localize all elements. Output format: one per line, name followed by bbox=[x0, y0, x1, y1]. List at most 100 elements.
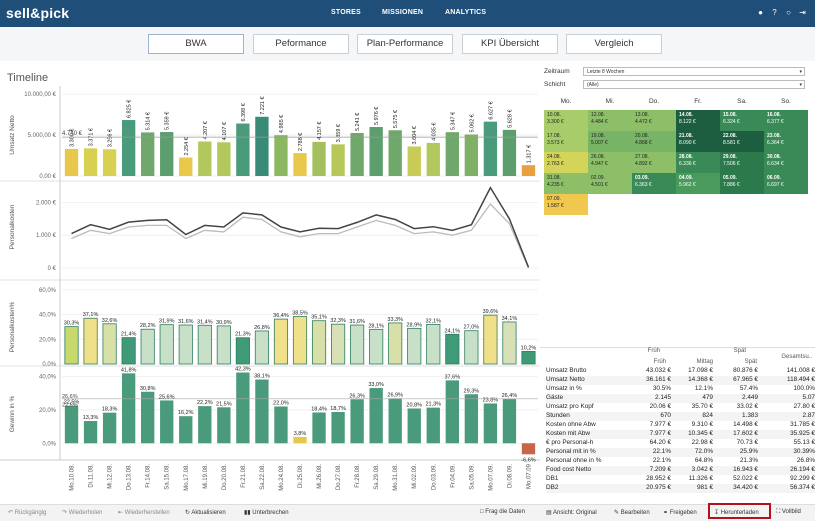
bar-data-label: 2.254 € bbox=[184, 137, 190, 155]
bar-data-label: 18,4% bbox=[311, 406, 327, 412]
x-tick-label: Mi.26.08. bbox=[317, 464, 323, 489]
calendar-cell[interactable]: 03.09. 6.363 € bbox=[632, 173, 676, 194]
pause-button[interactable]: ▮▮ Unterbrechen bbox=[244, 510, 289, 516]
pin-icon[interactable]: ● bbox=[758, 8, 763, 17]
bar-data-label: 20,8% bbox=[406, 402, 422, 408]
bar-mark bbox=[217, 407, 231, 444]
bar-mark bbox=[121, 337, 136, 365]
bar-data-label: 30,8% bbox=[140, 386, 156, 392]
view-label: Ansicht: Original bbox=[553, 510, 597, 516]
calendar-cell[interactable]: 31.08. 4.235 € bbox=[544, 173, 588, 194]
help-icon[interactable]: ? bbox=[772, 8, 777, 17]
calendar-cell[interactable]: 27.08. 4.892 € bbox=[632, 152, 676, 173]
share-button[interactable]: ⚭ Freigeben bbox=[663, 510, 697, 516]
tab-performance[interactable]: Peformance bbox=[253, 34, 349, 54]
kpi-table-row: Umsatz in % 30.5% 12.1% 57.4% 100.0% bbox=[546, 385, 815, 394]
bar-data-label: 18,3% bbox=[102, 407, 118, 413]
calendar-cell-value: 4.235 € bbox=[547, 182, 564, 188]
calendar-cell[interactable]: 05.09. 7.886 € bbox=[720, 173, 764, 194]
kpi-cell-total: 92.299 € bbox=[790, 475, 815, 482]
revert-button[interactable]: ⇤ Wiederherstellen bbox=[118, 510, 170, 516]
refresh-button[interactable]: ↻ Aktualisieren bbox=[185, 510, 226, 516]
y-axis-label: Umsatz Netto bbox=[9, 115, 16, 155]
bar-mark bbox=[178, 324, 193, 365]
x-tick-label: Di.25.08. bbox=[298, 464, 304, 488]
nav-analytics[interactable]: ANALYTICS bbox=[445, 9, 487, 16]
calendar-cell-date: 31.08. bbox=[547, 175, 561, 181]
bar-data-label: 26,9% bbox=[387, 392, 403, 398]
calendar-cell[interactable]: 15.08. 6.324 € bbox=[720, 110, 764, 131]
kpi-cell-spaet: 34.420 € bbox=[733, 484, 758, 491]
bar-mark bbox=[274, 135, 288, 176]
calendar-cell[interactable]: 22.08. 8.581 € bbox=[720, 131, 764, 152]
x-tick-label: Do.03.09. bbox=[431, 464, 437, 490]
calendar-cell[interactable]: 23.08. 6.364 € bbox=[764, 131, 808, 152]
calendar-cell[interactable]: 21.08. 8.090 € bbox=[676, 131, 720, 152]
kpi-cell-mittag: 9.310 € bbox=[691, 421, 713, 428]
tab-bwa[interactable]: BWA bbox=[148, 34, 244, 54]
calendar-cell[interactable]: 20.08. 4.868 € bbox=[632, 131, 676, 152]
calendar-weekday-header: Do. bbox=[648, 98, 660, 105]
calendar-cell[interactable]: 16.08. 6.377 € bbox=[764, 110, 808, 131]
calendar-cell[interactable]: 14.08. 8.122 € bbox=[676, 110, 720, 131]
undo-button[interactable]: ↶ Rückgängig bbox=[8, 510, 47, 516]
kpi-table-row: Personal mit in % 22.1% 72.0% 25.9% 30.39% bbox=[546, 448, 815, 457]
calendar-cell-value: 2.763 € bbox=[547, 161, 564, 167]
app-logo[interactable]: sell&pick bbox=[6, 5, 70, 21]
bar-mark bbox=[292, 316, 308, 365]
y-tick-label: 1.000 € bbox=[36, 233, 57, 239]
calendar-cell[interactable]: 24.08. 2.763 € bbox=[544, 152, 588, 173]
line-series-plan bbox=[71, 202, 530, 269]
schicht-select[interactable]: (Alle) ▾ bbox=[583, 80, 805, 89]
bar-data-label: 33,0% bbox=[368, 382, 384, 388]
bar-mark bbox=[483, 121, 498, 176]
bar-mark bbox=[216, 325, 231, 365]
edit-label: Bearbeiten bbox=[620, 510, 650, 516]
bar-data-label: 3.859 € bbox=[336, 124, 342, 142]
calendar-cell[interactable]: 19.08. 5.007 € bbox=[588, 131, 632, 152]
download-button[interactable]: ↧ Herunterladen bbox=[714, 510, 759, 516]
ask-data-button[interactable]: □ Frag die Daten bbox=[480, 509, 525, 515]
bar-data-label: 4.035 € bbox=[431, 123, 437, 141]
logout-icon[interactable]: ⇥ bbox=[799, 8, 806, 17]
user-icon[interactable]: ○ bbox=[786, 8, 791, 17]
calendar-cell[interactable]: 10.08. 3.300 € bbox=[544, 110, 588, 131]
calendar-cell[interactable]: 02.09. 4.501 € bbox=[588, 173, 632, 194]
redo-label: Wiederholen bbox=[68, 510, 103, 516]
calendar-cell[interactable]: 13.08. 4.472 € bbox=[632, 110, 676, 131]
x-tick-label: Fr.28.08. bbox=[355, 464, 361, 488]
calendar-cell[interactable]: 06.09. 6.697 € bbox=[764, 173, 808, 194]
calendar-cell-date: 27.08. bbox=[635, 154, 649, 160]
calendar-cell-value: 5.007 € bbox=[591, 140, 608, 146]
tab-vergleich[interactable]: Vergleich bbox=[566, 34, 662, 54]
y-axis-label: Personalkosten bbox=[9, 204, 16, 249]
view-button[interactable]: ▤ Ansicht: Original bbox=[546, 510, 597, 516]
nav-missionen[interactable]: MISSIONEN bbox=[382, 9, 424, 16]
tab-kpi-uebersicht[interactable]: KPI Übersicht bbox=[462, 34, 558, 54]
kpi-table-row: DB2 20.975 € 981 € 34.420 € 56.374 € bbox=[546, 484, 815, 493]
bar-mark bbox=[83, 421, 98, 444]
calendar-cell[interactable]: 29.08. 7.506 € bbox=[720, 152, 764, 173]
undo-label: Rückgängig bbox=[14, 510, 47, 516]
zeitraum-select[interactable]: Letzte 8 Wochen ▾ bbox=[583, 67, 805, 76]
bar-mark bbox=[141, 132, 155, 176]
kpi-row-label: Stunden bbox=[546, 412, 570, 419]
calendar-cell[interactable]: 07.09. 1.587 € bbox=[544, 194, 588, 215]
calendar-cell[interactable]: 17.08. 3.573 € bbox=[544, 131, 588, 152]
bar-data-label: 37,6% bbox=[445, 374, 461, 380]
fullscreen-button[interactable]: ⛶ Vollbild bbox=[776, 509, 801, 515]
edit-button[interactable]: ✎ Bearbeiten bbox=[614, 510, 650, 516]
bar-mark bbox=[64, 148, 79, 176]
calendar-cell[interactable]: 04.09. 5.962 € bbox=[676, 173, 720, 194]
calendar-cell[interactable]: 12.08. 4.484 € bbox=[588, 110, 632, 131]
y-tick-label: 40,0% bbox=[39, 374, 57, 380]
calendar-cell[interactable]: 26.08. 4.947 € bbox=[588, 152, 632, 173]
calendar-cell[interactable]: 30.08. 6.634 € bbox=[764, 152, 808, 173]
redo-button[interactable]: ↷ Wiederholen bbox=[62, 510, 103, 516]
kpi-cell-spaet: 21.3% bbox=[739, 457, 758, 464]
calendar-cell[interactable]: 28.08. 6.336 € bbox=[676, 152, 720, 173]
nav-stores[interactable]: STORES bbox=[331, 9, 361, 16]
bar-data-label: 22,5% bbox=[64, 400, 80, 406]
tab-plan-performance[interactable]: Plan-Performance bbox=[357, 34, 453, 54]
bar-mark bbox=[121, 120, 136, 176]
